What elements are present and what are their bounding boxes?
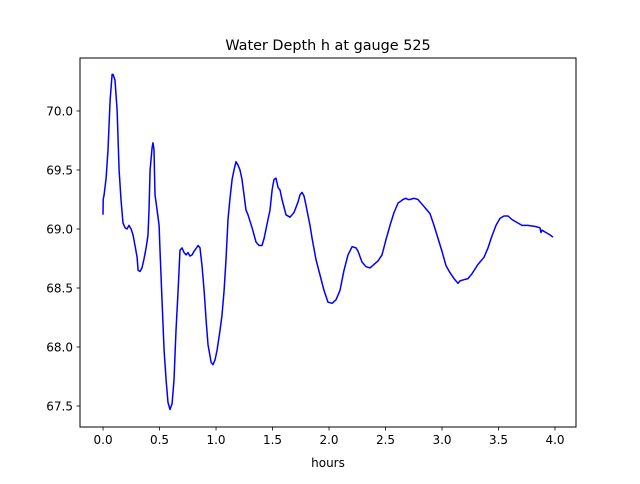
chart-title: Water Depth h at gauge 525 xyxy=(225,38,430,54)
y-tick-label: 69.5 xyxy=(46,163,73,177)
axes-frame xyxy=(79,57,577,428)
x-tick-label: 3.0 xyxy=(432,433,451,447)
y-tick-label: 68.0 xyxy=(46,340,73,354)
x-axis: 0.0 0.5 1.0 1.5 2.0 2.5 3.0 3.5 4.0 xyxy=(94,427,565,447)
x-tick-label: 2.5 xyxy=(376,433,395,447)
y-tick-label: 67.5 xyxy=(46,399,73,413)
y-axis: 67.5 68.0 68.5 69.0 69.5 70.0 xyxy=(46,104,80,413)
x-tick-label: 4.0 xyxy=(545,433,564,447)
y-tick-label: 70.0 xyxy=(46,104,73,118)
x-axis-label: hours xyxy=(311,456,345,470)
x-tick-label: 2.0 xyxy=(319,433,338,447)
y-tick-label: 68.5 xyxy=(46,281,73,295)
series-line-h xyxy=(102,73,554,411)
x-tick-label: 1.5 xyxy=(263,433,282,447)
x-tick-label: 1.0 xyxy=(206,433,225,447)
x-tick-label: 3.5 xyxy=(489,433,508,447)
x-tick-label: 0.0 xyxy=(94,433,113,447)
y-tick-label: 69.0 xyxy=(46,222,73,236)
x-tick-label: 0.5 xyxy=(150,433,169,447)
